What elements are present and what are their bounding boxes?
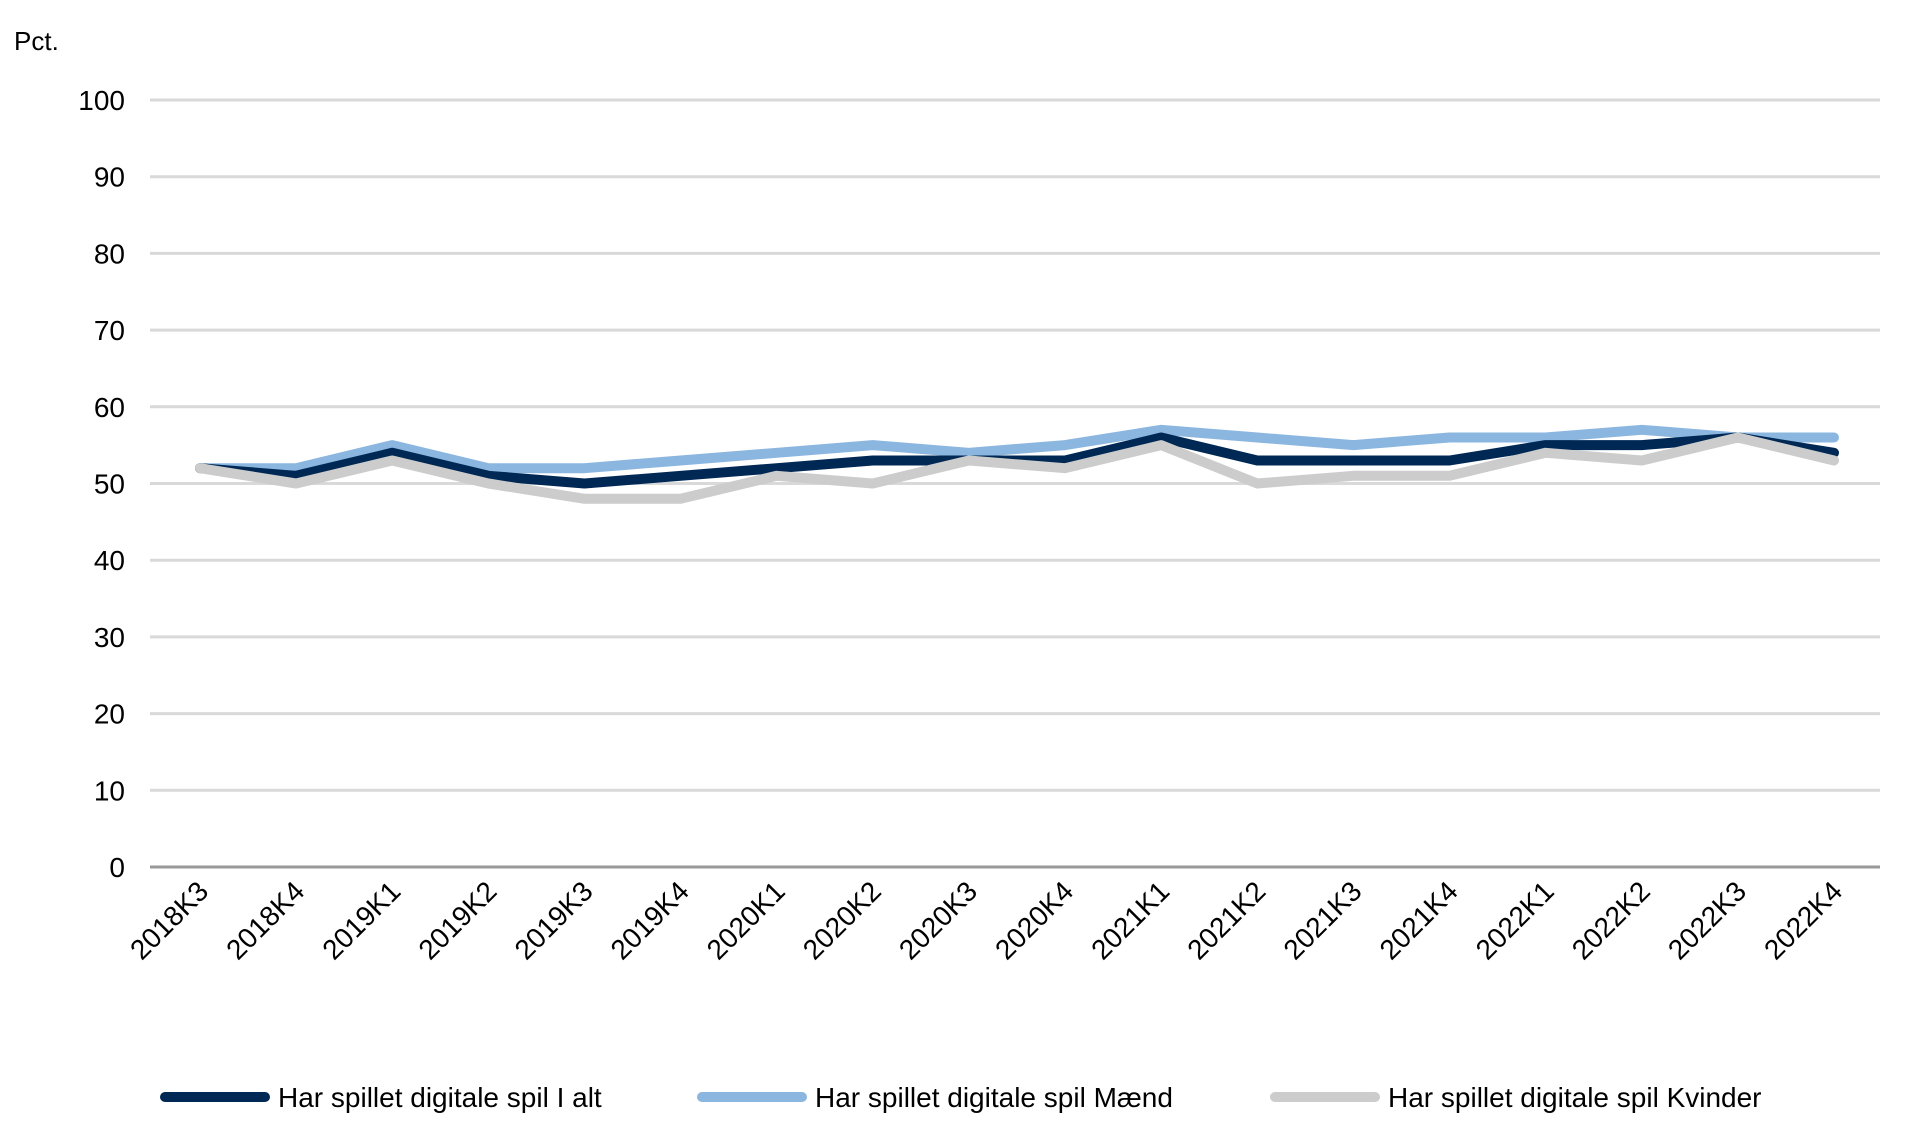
- y-tick-label: 40: [94, 545, 125, 576]
- x-tick-label: 2020K2: [797, 875, 887, 965]
- x-tick-label: 2020K4: [989, 875, 1079, 965]
- y-tick-label: 60: [94, 392, 125, 423]
- y-tick-label: 20: [94, 699, 125, 730]
- y-tick-label: 50: [94, 469, 125, 500]
- series-lines: [195, 424, 1839, 504]
- x-tick-label: 2021K2: [1181, 875, 1271, 965]
- x-tick-label: 2019K4: [605, 875, 695, 965]
- x-tick-label: 2021K4: [1374, 875, 1464, 965]
- x-tick-label: 2022K2: [1566, 875, 1656, 965]
- legend-label: Har spillet digitale spil Mænd: [815, 1082, 1173, 1113]
- y-tick-label: 90: [94, 162, 125, 193]
- x-tick-label: 2018K3: [124, 875, 214, 965]
- x-tick-label: 2019K3: [509, 875, 599, 965]
- gridlines: [150, 98, 1880, 869]
- x-tick-label: 2021K1: [1085, 875, 1175, 965]
- y-tick-label: 0: [109, 852, 125, 883]
- x-tick-label: 2021K3: [1277, 875, 1367, 965]
- y-axis-ticks: 0 10 20 30 40 50 60 70 80 90 100: [78, 85, 125, 883]
- y-tick-label: 100: [78, 85, 125, 116]
- y-tick-label: 80: [94, 238, 125, 269]
- x-tick-label: 2020K1: [701, 875, 791, 965]
- x-tick-label: 2020K3: [893, 875, 983, 965]
- legend-label: Har spillet digitale spil Kvinder: [1388, 1082, 1762, 1113]
- x-tick-label: 2019K2: [412, 875, 502, 965]
- x-tick-label: 2019K1: [316, 875, 406, 965]
- y-tick-label: 30: [94, 622, 125, 653]
- y-axis-label: Pct.: [14, 26, 59, 56]
- x-tick-label: 2022K4: [1758, 875, 1848, 965]
- y-tick-label: 10: [94, 775, 125, 806]
- series-line-2: [195, 432, 1839, 504]
- series-line-1: [195, 424, 1839, 474]
- x-axis-ticks: 2018K3 2018K4 2019K1 2019K2 2019K3 2019K4 2020…: [124, 875, 1848, 965]
- x-tick-label: 2022K1: [1470, 875, 1560, 965]
- legend: Har spillet digitale spil I alt Har spill…: [160, 1082, 1762, 1113]
- legend-label: Har spillet digitale spil I alt: [278, 1082, 602, 1113]
- y-tick-label: 70: [94, 315, 125, 346]
- x-tick-label: 2022K3: [1662, 875, 1752, 965]
- x-tick-label: 2018K4: [220, 875, 310, 965]
